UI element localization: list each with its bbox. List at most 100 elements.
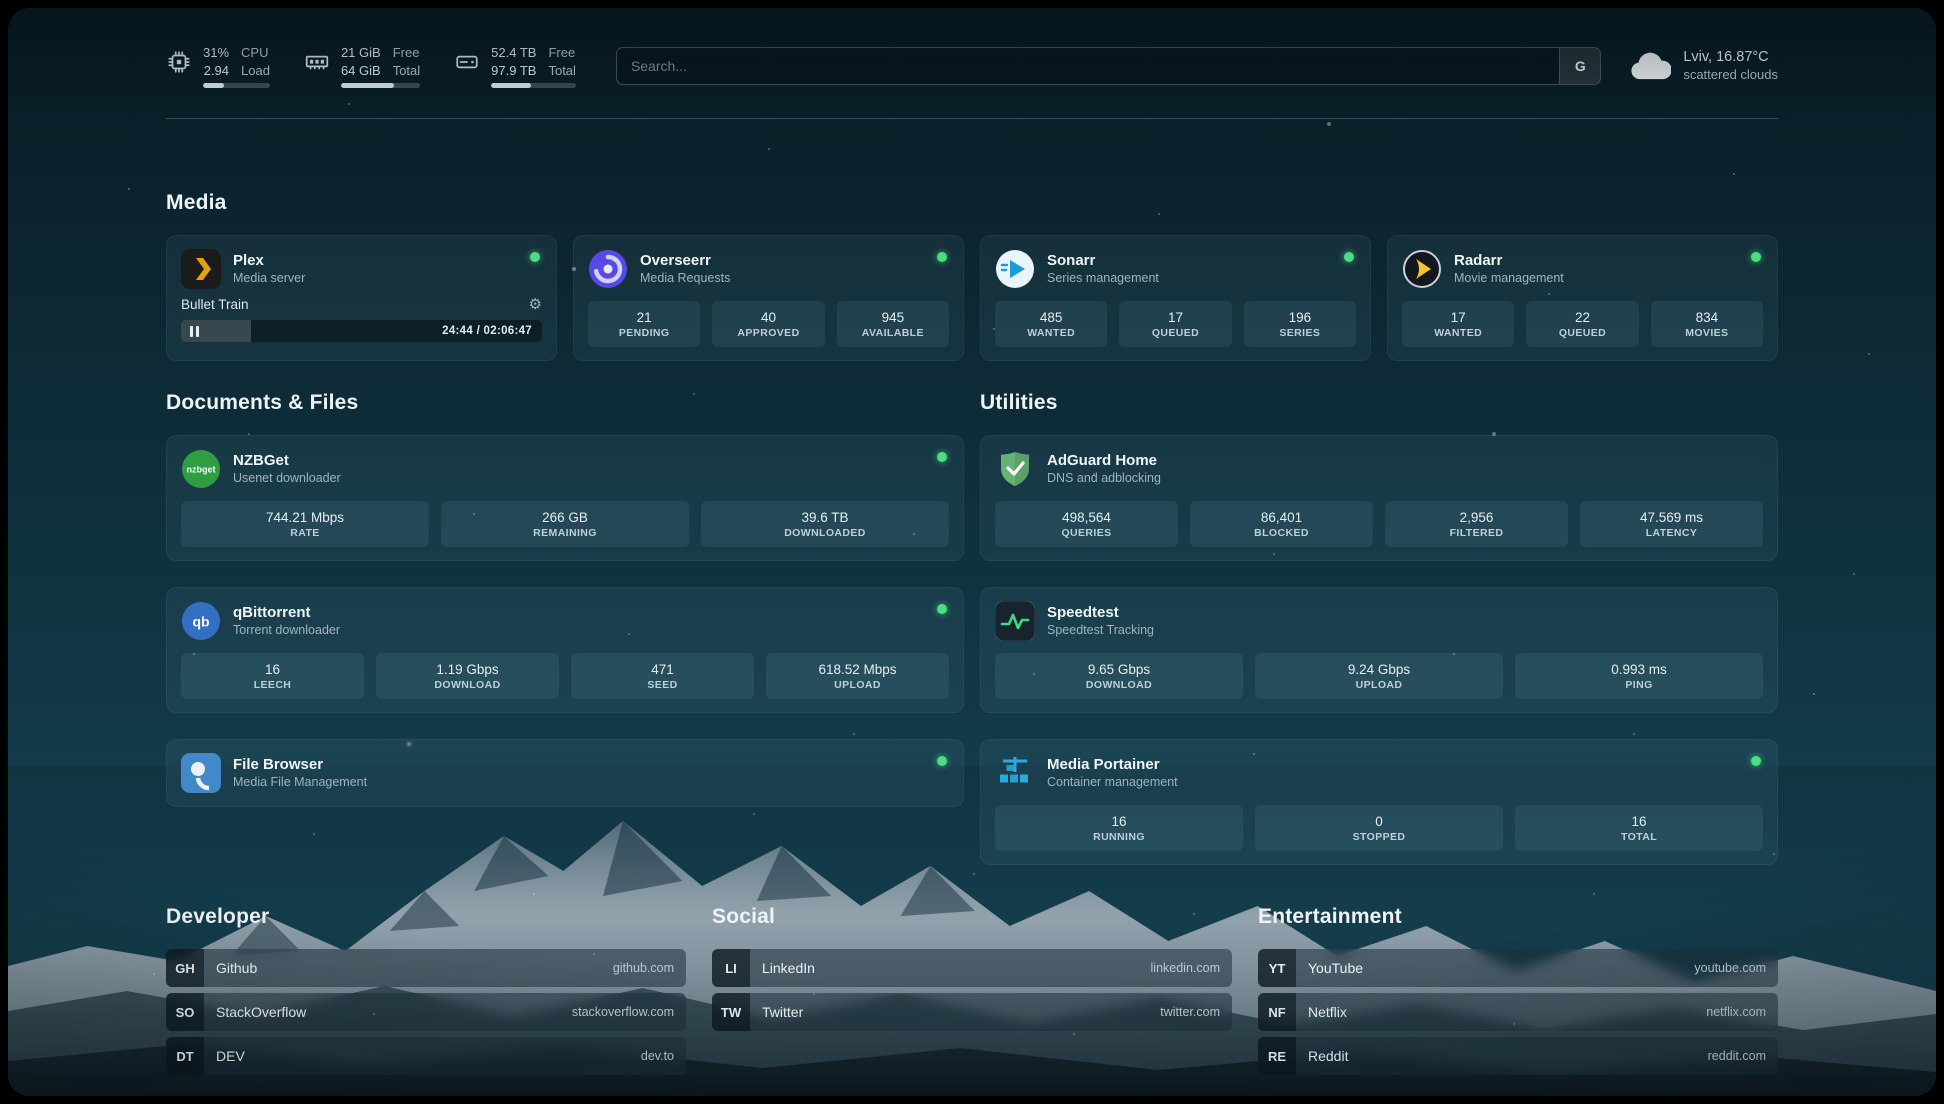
weather-widget: Lviv, 16.87°C scattered clouds	[1629, 48, 1778, 84]
stat-value: 40	[760, 309, 776, 325]
search-input[interactable]	[616, 48, 1560, 85]
bookmark-row-github[interactable]: GH Github github.com	[166, 949, 686, 988]
stat-label: QUERIES	[1061, 526, 1112, 539]
stat-label: RUNNING	[1093, 830, 1145, 843]
stat-tile: 16 TOTAL	[1515, 805, 1763, 852]
stat-value: 16	[1631, 813, 1647, 829]
stat-tile: 40 APPROVED	[712, 301, 825, 348]
bookmark-row-youtube[interactable]: YT YouTube youtube.com	[1258, 949, 1778, 988]
disk-total-label: Total	[548, 62, 576, 78]
disk-usage-bar	[491, 83, 576, 89]
bookmark-url: github.com	[612, 961, 674, 976]
service-link-adguard[interactable]: AdGuard Home DNS and adblocking	[995, 449, 1161, 489]
stat-label: DOWNLOAD	[434, 678, 501, 691]
stat-value: 17	[1167, 309, 1183, 325]
search-provider-button[interactable]: G	[1559, 48, 1601, 85]
stat-tile: 945 AVAILABLE	[836, 301, 949, 348]
service-name: Plex	[233, 251, 264, 269]
service-subtitle: Movie management	[1454, 270, 1564, 285]
bookmark-url: twitter.com	[1160, 1005, 1220, 1020]
radarr-icon	[1402, 249, 1442, 289]
stat-value: 22	[1574, 309, 1590, 325]
stat-label: STOPPED	[1352, 830, 1406, 843]
stat-label: WANTED	[1434, 326, 1483, 339]
cpu-chip-icon	[168, 51, 190, 73]
stat-value: 471	[651, 661, 674, 677]
service-subtitle: Torrent downloader	[233, 622, 341, 637]
service-link-qbittorrent[interactable]: qb qBittorrent Torrent downloader	[181, 601, 340, 641]
section-media: Media Plex Media server	[166, 191, 1778, 362]
service-name: Speedtest	[1047, 603, 1119, 621]
stat-tile: 17 QUEUED	[1119, 301, 1232, 348]
bookmark-row-twitter[interactable]: TW Twitter twitter.com	[712, 993, 1232, 1032]
stat-value: 834	[1695, 309, 1719, 325]
bookmark-row-dev[interactable]: DT DEV dev.to	[166, 1037, 686, 1076]
bookmark-row-reddit[interactable]: RE Reddit reddit.com	[1258, 1037, 1778, 1076]
stat-tile: 16 LEECH	[181, 653, 364, 700]
playback-progress-bar[interactable]: 24:44 / 02:06:47	[181, 320, 542, 343]
service-subtitle: Speedtest Tracking	[1047, 622, 1155, 637]
weather-condition: scattered clouds	[1683, 67, 1778, 83]
stat-tile: 266 GB REMAINING	[441, 501, 689, 548]
stat-label: DOWNLOAD	[1085, 678, 1153, 691]
settings-gear-icon[interactable]: ⚙	[528, 296, 542, 314]
stat-tile: 9.65 Gbps DOWNLOAD	[995, 653, 1243, 700]
stat-label: TOTAL	[1620, 830, 1658, 843]
stat-value: 9.65 Gbps	[1087, 661, 1151, 677]
stat-tile: 618.52 Mbps UPLOAD	[766, 653, 949, 700]
service-link-overseerr[interactable]: Overseerr Media Requests	[588, 249, 730, 289]
stat-value: 16	[264, 661, 281, 677]
service-subtitle: Container management	[1047, 774, 1178, 789]
stat-tile: 2,956 FILTERED	[1385, 501, 1568, 548]
service-subtitle: Media File Management	[233, 774, 368, 789]
stat-label: RATE	[290, 526, 320, 539]
bookmark-row-stackoverflow[interactable]: SO StackOverflow stackoverflow.com	[166, 993, 686, 1032]
service-subtitle: Usenet downloader	[233, 470, 341, 485]
status-dot	[1751, 756, 1761, 767]
service-link-nzbget[interactable]: nzbget NZBGet Usenet downloader	[181, 449, 341, 489]
service-link-speedtest[interactable]: Speedtest Speedtest Tracking	[995, 601, 1155, 642]
bookmark-name: YouTube	[1308, 960, 1364, 977]
stat-tile: 498,564 QUERIES	[995, 501, 1178, 548]
overseerr-icon	[588, 249, 628, 289]
bookmark-row-netflix[interactable]: NF Netflix netflix.com	[1258, 993, 1778, 1032]
cpu-load-label: Load	[241, 62, 270, 78]
bookmark-row-linkedin[interactable]: LI LinkedIn linkedin.com	[712, 949, 1232, 988]
service-link-sonarr[interactable]: Sonarr Series management	[995, 249, 1159, 289]
stat-tile: 16 RUNNING	[995, 805, 1243, 852]
bookmark-url: linkedin.com	[1150, 961, 1220, 976]
bookmark-name: Netflix	[1308, 1004, 1347, 1021]
qbittorrent-icon: qb	[181, 601, 221, 641]
service-link-portainer[interactable]: Media Portainer Container management	[995, 753, 1178, 793]
bookmark-group-social: Social LI LinkedIn linkedin.com TW Twitt…	[712, 905, 1232, 1032]
stat-label: SEED	[647, 678, 678, 691]
sonarr-icon	[995, 249, 1035, 289]
stat-label: PING	[1625, 678, 1653, 691]
stat-value: 1.19 Gbps	[436, 661, 499, 677]
memory-free-value: 21 GiB	[340, 45, 381, 60]
stat-value: 485	[1039, 309, 1063, 325]
service-subtitle: Series management	[1047, 270, 1159, 285]
bookmark-abbr: YT	[1258, 949, 1296, 988]
disk-icon	[456, 55, 478, 69]
service-link-plex[interactable]: Plex Media server	[181, 249, 305, 290]
service-link-radarr[interactable]: Radarr Movie management	[1402, 249, 1564, 289]
stat-tile: 0.993 ms PING	[1515, 653, 1763, 700]
stat-value: 9.24 Gbps	[1347, 661, 1411, 677]
stat-value: 39.6 TB	[801, 509, 849, 525]
bookmark-name: StackOverflow	[216, 1004, 307, 1021]
nzbget-icon: nzbget	[181, 449, 221, 489]
service-name: Overseerr	[640, 251, 711, 269]
disk-widget: 52.4 TB Free 97.9 TB Total	[454, 44, 576, 89]
stat-tile: 47.569 ms LATENCY	[1580, 501, 1763, 548]
service-name: File Browser	[233, 755, 324, 773]
stat-label: QUEUED	[1558, 326, 1607, 339]
stat-value: 744.21 Mbps	[265, 509, 345, 525]
cpu-load-value: 2.94	[203, 62, 230, 78]
service-card-radarr: Radarr Movie management 17 WANTED 22	[1387, 235, 1778, 362]
stat-value: 0.993 ms	[1611, 661, 1667, 677]
pause-button[interactable]	[190, 325, 199, 337]
bookmark-url: reddit.com	[1707, 1049, 1766, 1064]
service-link-filebrowser[interactable]: File Browser Media File Management	[181, 753, 368, 794]
section-title-utilities: Utilities	[980, 391, 1058, 415]
